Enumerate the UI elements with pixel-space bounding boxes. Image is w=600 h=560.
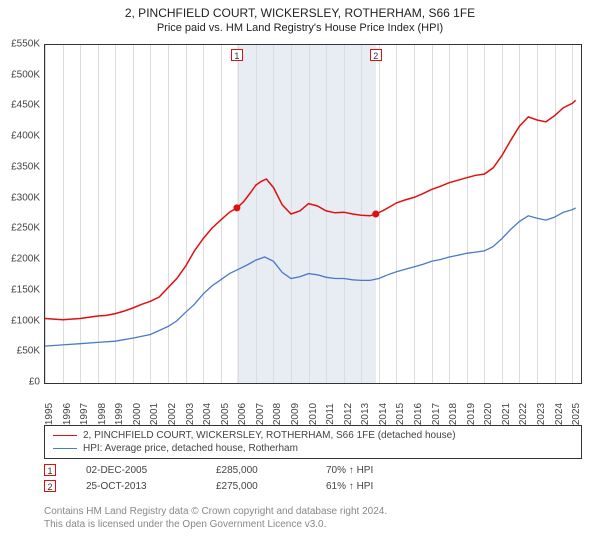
x-tick-label: 2005 <box>220 403 231 425</box>
x-tick-label: 1998 <box>97 403 108 425</box>
chart-marker-1: 1 <box>231 49 243 61</box>
sale-price: £285,000 <box>216 465 296 476</box>
chart-marker-2: 2 <box>370 49 382 61</box>
y-tick-label: £100K <box>11 315 40 326</box>
x-tick-label: 2002 <box>167 403 178 425</box>
x-tick-label: 2008 <box>272 403 283 425</box>
x-tick-label: 2017 <box>431 403 442 425</box>
title-line1: 2, PINCHFIELD COURT, WICKERSLEY, ROTHERH… <box>0 6 600 20</box>
title-line2: Price paid vs. HM Land Registry's House … <box>0 22 600 34</box>
y-tick-label: £0 <box>29 377 40 388</box>
y-tick-label: £250K <box>11 223 40 234</box>
legend: 2, PINCHFIELD COURT, WICKERSLEY, ROTHERH… <box>44 425 582 459</box>
x-axis-labels: 1995 1996 1997 1998 1999 2000 2001 2002 2003 2004… <box>44 386 582 426</box>
legend-label-property: 2, PINCHFIELD COURT, WICKERSLEY, ROTHERH… <box>83 430 456 441</box>
x-tick-label: 2015 <box>395 403 406 425</box>
sale-pct: 70% ↑ HPI <box>326 465 436 476</box>
footer-attribution: Contains HM Land Registry data © Crown c… <box>44 506 582 531</box>
footer-line1: Contains HM Land Registry data © Crown c… <box>44 506 582 519</box>
x-tick-label: 2021 <box>501 403 512 425</box>
y-tick-label: £50K <box>17 346 40 357</box>
x-tick-label: 2025 <box>571 403 582 425</box>
x-tick-label: 2014 <box>378 403 389 425</box>
y-tick-label: £400K <box>11 131 40 142</box>
y-tick-label: £200K <box>11 254 40 265</box>
x-tick-label: 2007 <box>255 403 266 425</box>
series-hpi <box>45 208 576 346</box>
y-tick-label: £300K <box>11 192 40 203</box>
sales-table: 1 02-DEC-2005 £285,000 70% ↑ HPI 2 25-OC… <box>44 464 582 496</box>
x-tick-label: 1996 <box>62 403 73 425</box>
legend-label-hpi: HPI: Average price, detached house, Roth… <box>83 443 298 454</box>
sale-price: £275,000 <box>216 481 296 492</box>
x-tick-label: 1995 <box>44 403 55 425</box>
chart-area: 12 <box>44 44 582 384</box>
x-tick-label: 1997 <box>79 403 90 425</box>
chart-lines <box>45 45 581 383</box>
series-property <box>45 100 576 319</box>
x-tick-label: 2023 <box>536 403 547 425</box>
x-tick-label: 2024 <box>554 403 565 425</box>
legend-row: HPI: Average price, detached house, Roth… <box>53 442 573 455</box>
footer-line2: This data is licensed under the Open Gov… <box>44 519 582 532</box>
y-tick-label: £150K <box>11 284 40 295</box>
x-tick-label: 2006 <box>237 403 248 425</box>
x-tick-label: 2004 <box>202 403 213 425</box>
x-tick-label: 1999 <box>114 403 125 425</box>
x-tick-label: 2018 <box>448 403 459 425</box>
x-tick-label: 2003 <box>185 403 196 425</box>
x-tick-label: 2012 <box>343 403 354 425</box>
sale-marker-1: 1 <box>44 464 56 476</box>
x-tick-label: 2001 <box>149 403 160 425</box>
legend-swatch-hpi <box>53 448 77 449</box>
x-tick-label: 2016 <box>413 403 424 425</box>
y-tick-label: £500K <box>11 69 40 80</box>
x-tick-label: 2009 <box>290 403 301 425</box>
sale-date: 25-OCT-2013 <box>86 481 186 492</box>
y-tick-label: £450K <box>11 100 40 111</box>
x-tick-label: 2011 <box>325 403 336 425</box>
sale-date: 02-DEC-2005 <box>86 465 186 476</box>
x-tick-label: 2000 <box>132 403 143 425</box>
sale-pct: 61% ↑ HPI <box>326 481 436 492</box>
sale-dot <box>233 204 240 211</box>
legend-row: 2, PINCHFIELD COURT, WICKERSLEY, ROTHERH… <box>53 429 573 442</box>
sale-row: 2 25-OCT-2013 £275,000 61% ↑ HPI <box>44 480 582 492</box>
sale-marker-2: 2 <box>44 480 56 492</box>
sale-row: 1 02-DEC-2005 £285,000 70% ↑ HPI <box>44 464 582 476</box>
legend-swatch-property <box>53 435 77 436</box>
sale-dot <box>372 211 379 218</box>
x-tick-label: 2013 <box>360 403 371 425</box>
y-tick-label: £550K <box>11 39 40 50</box>
y-axis-labels: £0£50K£100K£150K£200K£250K£300K£350K£400… <box>0 44 42 384</box>
y-tick-label: £350K <box>11 161 40 172</box>
x-tick-label: 2019 <box>466 403 477 425</box>
x-tick-label: 2010 <box>308 403 319 425</box>
x-tick-label: 2020 <box>483 403 494 425</box>
x-tick-label: 2022 <box>518 403 529 425</box>
